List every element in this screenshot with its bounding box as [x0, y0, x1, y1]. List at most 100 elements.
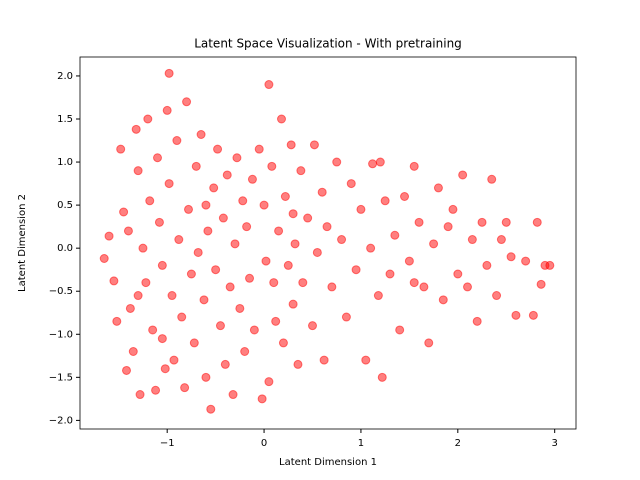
- point: [274, 226, 284, 236]
- point: [157, 334, 167, 344]
- point: [99, 254, 109, 263]
- point: [385, 269, 395, 279]
- point: [240, 347, 250, 356]
- point: [164, 179, 174, 189]
- point: [296, 166, 306, 176]
- point: [254, 144, 264, 154]
- point: [143, 114, 153, 124]
- point: [215, 321, 225, 331]
- point: [536, 279, 546, 289]
- y-tick-label: 1.5: [57, 114, 73, 125]
- point: [409, 278, 419, 288]
- point: [366, 243, 376, 253]
- point: [228, 390, 238, 400]
- point: [220, 359, 230, 369]
- point: [112, 316, 122, 326]
- point: [184, 204, 193, 214]
- point: [141, 278, 151, 288]
- point: [351, 265, 361, 275]
- point: [532, 217, 542, 227]
- x-axis-label: Latent Dimension 1: [279, 457, 377, 468]
- point: [290, 239, 300, 249]
- chart-title: Latent Space Visualization - With pretra…: [194, 37, 462, 51]
- point: [232, 153, 242, 163]
- point: [206, 404, 216, 414]
- point: [293, 359, 303, 369]
- point: [177, 312, 187, 322]
- point: [373, 291, 383, 301]
- point: [395, 325, 405, 335]
- point: [337, 235, 347, 245]
- point: [356, 204, 366, 214]
- point: [259, 200, 269, 210]
- point: [298, 278, 308, 288]
- y-tick-label: 0.5: [57, 200, 73, 211]
- point: [419, 282, 429, 292]
- point: [182, 97, 192, 107]
- point: [201, 200, 211, 210]
- point: [257, 394, 267, 404]
- x-tick-label: 3: [552, 438, 558, 449]
- point: [242, 222, 252, 232]
- point: [283, 260, 293, 270]
- point: [138, 243, 148, 253]
- point: [128, 347, 138, 356]
- point: [448, 204, 458, 214]
- point: [104, 231, 114, 241]
- point: [429, 239, 439, 249]
- point: [409, 161, 419, 171]
- point: [199, 295, 209, 305]
- point: [245, 273, 255, 283]
- point: [167, 291, 177, 301]
- point: [211, 265, 221, 275]
- point: [189, 338, 199, 348]
- point: [162, 105, 172, 115]
- point: [404, 256, 414, 266]
- point: [125, 303, 135, 313]
- point: [201, 372, 211, 382]
- point: [222, 170, 232, 180]
- point: [521, 256, 531, 266]
- y-axis-label: Latent Dimension 2: [17, 194, 28, 292]
- x-tick-label: 1: [358, 438, 364, 449]
- point: [375, 157, 385, 167]
- point: [131, 124, 141, 134]
- point: [271, 316, 281, 326]
- point: [482, 260, 492, 270]
- point: [341, 312, 351, 322]
- point: [286, 140, 296, 150]
- point: [264, 80, 274, 90]
- point: [390, 230, 400, 240]
- point: [116, 144, 126, 154]
- y-tick-label: 2.0: [57, 71, 73, 82]
- point: [288, 299, 298, 309]
- point: [154, 217, 164, 227]
- point: [278, 338, 288, 348]
- plot-frame: [79, 56, 577, 430]
- y-tick-label: −1.0: [49, 329, 73, 340]
- point: [487, 174, 497, 184]
- point: [157, 260, 167, 270]
- point: [164, 68, 174, 78]
- point: [119, 207, 129, 217]
- point: [230, 239, 240, 249]
- point: [193, 247, 203, 257]
- point: [361, 355, 371, 365]
- point: [317, 187, 327, 197]
- point: [332, 157, 342, 167]
- y-tick-label: −1.5: [49, 372, 73, 383]
- point: [506, 252, 516, 262]
- point: [346, 179, 356, 189]
- point: [218, 213, 228, 223]
- point: [438, 295, 448, 305]
- point: [277, 114, 286, 124]
- point: [443, 222, 453, 232]
- point: [492, 291, 502, 301]
- point: [264, 377, 274, 387]
- point: [424, 338, 434, 348]
- point: [213, 144, 223, 154]
- point: [477, 217, 487, 227]
- point: [153, 153, 162, 163]
- point: [288, 209, 298, 219]
